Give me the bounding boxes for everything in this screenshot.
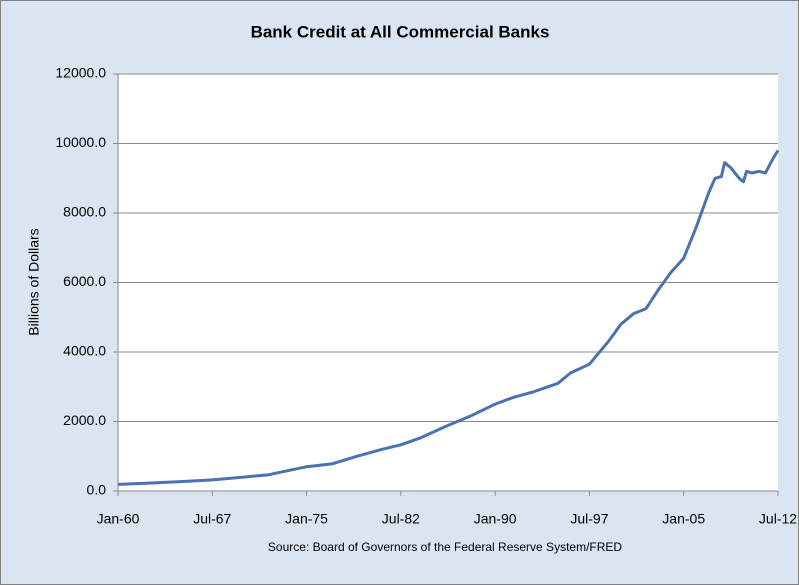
y-tick-label: 6000.0 <box>63 273 106 289</box>
source-note: Source: Board of Governors of the Federa… <box>268 540 622 554</box>
x-tick-label: Jan-05 <box>662 511 705 527</box>
x-tick-label: Jul-67 <box>193 511 231 527</box>
y-tick-label: 0.0 <box>87 482 107 498</box>
y-tick-label: 4000.0 <box>63 343 106 359</box>
y-tick-label: 12000.0 <box>55 65 106 81</box>
x-tick-label: Jan-90 <box>474 511 517 527</box>
chart-title: Bank Credit at All Commercial Banks <box>251 22 550 41</box>
y-tick-label: 8000.0 <box>63 204 106 220</box>
y-tick-label: 10000.0 <box>55 134 106 150</box>
data-line <box>117 149 780 486</box>
x-tick-label: Jul-12 <box>759 511 797 527</box>
x-tick-label: Jan-75 <box>285 511 328 527</box>
x-tick-label: Jan-60 <box>97 511 140 527</box>
x-tick-label: Jul-97 <box>570 511 608 527</box>
y-tick-label: 2000.0 <box>63 412 106 428</box>
y-axis-label: Billions of Dollars <box>26 228 42 335</box>
x-tick-label: Jul-82 <box>382 511 420 527</box>
